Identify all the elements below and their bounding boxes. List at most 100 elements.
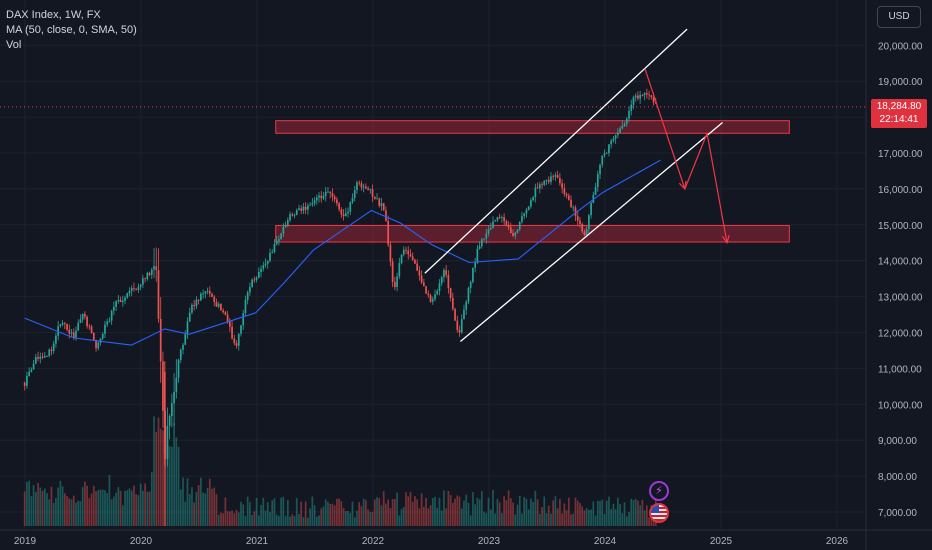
us-flag-icon[interactable]: [649, 503, 669, 523]
y-tick-label: 7,000.00: [878, 508, 917, 519]
candle-body: [193, 304, 196, 307]
chart-legend: DAX Index, 1W, FX MA (50, close, 0, SMA,…: [6, 8, 137, 53]
lightning-bolt-icon[interactable]: ⚡︎: [649, 481, 669, 501]
support-resistance-zones[interactable]: [275, 120, 790, 243]
candle-body: [186, 321, 189, 335]
candle-body: [137, 286, 140, 290]
candle-body: [88, 326, 91, 327]
volume-bar: [340, 501, 343, 526]
candle-body: [559, 177, 561, 184]
candle-body: [487, 229, 490, 234]
candle-body: [115, 301, 117, 307]
candle-body: [327, 191, 329, 193]
candle-body: [648, 94, 650, 96]
candle-body: [465, 301, 468, 310]
volume-bar: [472, 492, 474, 526]
projection-arrows[interactable]: [644, 68, 730, 245]
candle-body: [411, 256, 414, 260]
volume-bar: [173, 423, 175, 526]
volume-bar: [211, 488, 213, 526]
volume-bar: [463, 500, 465, 526]
volume-bar: [376, 497, 378, 526]
candle-body: [97, 342, 100, 349]
candle-body: [547, 179, 550, 182]
volume-bar: [487, 497, 490, 526]
volume-bar: [302, 517, 305, 526]
candle-body: [523, 213, 526, 216]
candle-body: [458, 329, 461, 333]
candle-body: [117, 299, 120, 302]
volume-bar: [619, 504, 621, 526]
volume-bar: [396, 492, 398, 526]
volume-bar: [449, 495, 452, 526]
volume-bar: [507, 490, 510, 526]
candle-body: [32, 363, 35, 370]
volume-bar: [235, 509, 238, 526]
legend-volume[interactable]: Vol: [6, 39, 22, 51]
volume-bar: [135, 494, 138, 526]
volume-bar: [37, 483, 39, 526]
candle-body: [101, 333, 104, 339]
candle-body: [284, 225, 287, 227]
volume-bar: [418, 508, 421, 526]
candle-body: [257, 271, 260, 278]
candle-body: [373, 196, 376, 200]
candle-body: [271, 252, 274, 253]
candle-body: [623, 123, 626, 126]
candle-body: [260, 268, 262, 272]
volume-bar: [585, 508, 588, 526]
time-axis[interactable]: 2019 2020 2021 2022 2023 2024 2025 2026: [0, 529, 932, 547]
volume-bar: [28, 480, 30, 526]
volume-bar: [121, 505, 124, 526]
candle-body: [280, 233, 282, 240]
volume-bar: [581, 506, 584, 526]
volume-bar: [90, 493, 93, 526]
candle-body: [478, 246, 481, 249]
candle-body: [617, 132, 619, 136]
candle-body: [619, 128, 621, 133]
volume-bar: [257, 515, 260, 526]
candle-body: [351, 197, 354, 203]
candle-body: [561, 183, 563, 189]
volume-bar: [32, 485, 35, 526]
volume-bar: [208, 478, 211, 526]
volume-bar: [489, 509, 492, 526]
price-axis[interactable]: 7,000.00 8,000.00 9,000.00 10,000.00 11,000.…: [865, 0, 923, 550]
volume-bar: [75, 502, 77, 526]
volume-bar: [202, 492, 204, 526]
candle-body: [333, 196, 336, 200]
candle-body: [567, 195, 570, 200]
candle-body: [162, 361, 164, 411]
candle-body: [124, 297, 126, 301]
currency-button[interactable]: USD: [877, 6, 921, 28]
volume-bar: [282, 496, 285, 526]
volume-bar: [373, 499, 376, 526]
candle-body: [652, 97, 655, 103]
y-tick-label: 9,000.00: [878, 436, 917, 447]
volume-bar: [61, 486, 64, 526]
candle-body: [37, 357, 39, 359]
candle-body: [289, 214, 291, 221]
legend-indicator[interactable]: MA (50, close, 0, SMA, 50): [6, 24, 137, 36]
candle-body: [249, 287, 251, 293]
candle-body: [474, 262, 476, 268]
candle-body: [608, 144, 610, 153]
candle-body: [340, 209, 343, 215]
volume-bar: [434, 496, 436, 526]
volume-bar: [460, 508, 463, 526]
volume-bar: [351, 501, 354, 526]
volume-bar: [494, 513, 497, 526]
volume-bar: [512, 502, 514, 526]
legend-symbol[interactable]: DAX Index, 1W, FX: [6, 9, 101, 21]
candle-body: [273, 244, 276, 253]
candle-body: [610, 140, 613, 145]
candle-body: [148, 272, 151, 275]
volume-bar: [554, 496, 557, 526]
trend-channel[interactable]: [424, 28, 724, 342]
candle-body: [556, 175, 559, 178]
candle-body: [46, 355, 48, 357]
volume-bar: [648, 517, 650, 526]
candle-body: [489, 228, 492, 230]
candle-body: [266, 260, 269, 264]
